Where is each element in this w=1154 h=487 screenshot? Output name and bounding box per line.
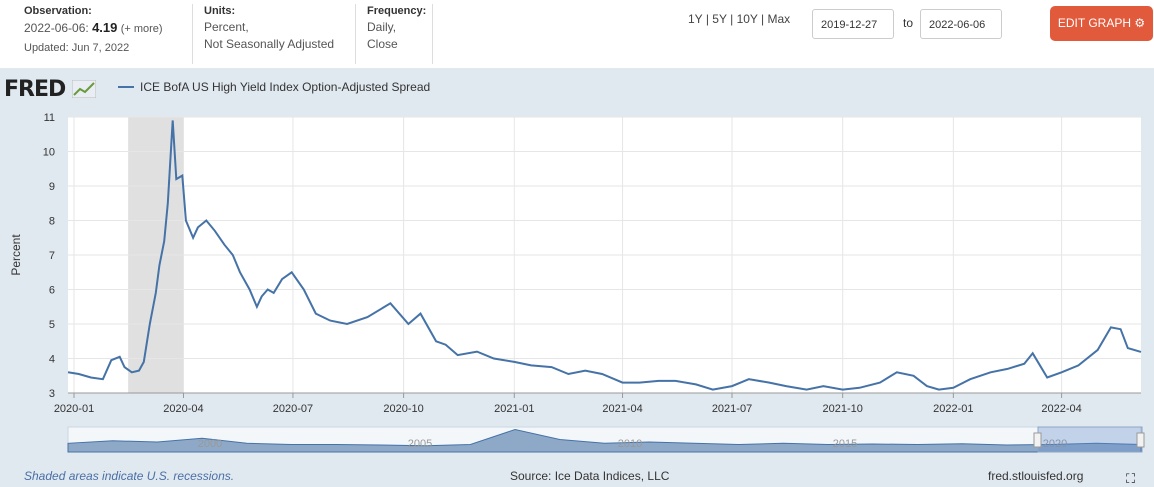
y-axis-label: Percent xyxy=(9,234,23,276)
chart: 3 4 5 6 7 8 9 10 11 2020-01 2020-04 2020-07 2020-10 2… xyxy=(9,112,1145,453)
divider xyxy=(192,4,193,64)
units-line1: Percent, xyxy=(204,20,249,34)
y-tick-label: 6 xyxy=(49,285,55,297)
x-tick-label: 2020-01 xyxy=(54,403,94,415)
navigator-year-label: 2020 xyxy=(1043,438,1067,450)
range-max-link[interactable]: Max xyxy=(767,12,791,26)
navigator-year-label: 2015 xyxy=(833,438,857,450)
navigator-year-label: 2005 xyxy=(408,438,432,450)
y-tick-label: 5 xyxy=(49,319,55,331)
divider xyxy=(355,4,356,64)
observation-more-link[interactable]: (+ more) xyxy=(120,23,163,35)
observation-date: 2022-06-06: xyxy=(24,21,89,35)
edit-graph-label: EDIT GRAPH xyxy=(1057,16,1131,30)
series-line xyxy=(67,120,1142,391)
legend-series-name: ICE BofA US High Yield Index Option-Adju… xyxy=(140,80,431,94)
y-tick-label: 7 xyxy=(49,250,55,262)
start-date-input[interactable]: 2019-12-27 xyxy=(812,9,894,39)
x-tick-label: 2022-01 xyxy=(933,403,973,415)
y-tick-label: 3 xyxy=(49,388,55,400)
y-tick-label: 9 xyxy=(49,181,55,193)
fullscreen-icon[interactable]: ⛶ xyxy=(1126,471,1136,486)
frequency-label: Frequency: xyxy=(367,5,427,17)
frequency-line2: Close xyxy=(367,37,398,51)
y-tick-label: 11 xyxy=(44,112,55,124)
x-tick-label: 2021-10 xyxy=(822,403,862,415)
range-10y-link[interactable]: 10Y xyxy=(736,12,758,26)
navigator-left-handle[interactable] xyxy=(1033,432,1042,448)
navigator-right-handle[interactable] xyxy=(1136,432,1145,448)
updated-date: Updated: Jun 7, 2022 xyxy=(24,42,130,54)
y-tick-label: 10 xyxy=(43,147,55,159)
y-tick-label: 8 xyxy=(49,216,55,228)
observation-block: Observation: 2022-06-06: 4.19 (+ more) U… xyxy=(24,4,163,58)
x-tick-label: 2021-07 xyxy=(712,403,752,415)
units-block: Units: Percent, Not Seasonally Adjusted xyxy=(204,4,334,54)
range-separator: | xyxy=(730,12,734,26)
frequency-block: Frequency: Daily, Close xyxy=(367,4,426,54)
range-selector: 1Y | 5Y | 10Y | Max xyxy=(688,12,790,26)
divider xyxy=(432,4,433,64)
range-1y-link[interactable]: 1Y xyxy=(688,12,703,26)
edit-graph-button[interactable]: EDIT GRAPH ⚙ xyxy=(1050,6,1153,41)
navigator-selection xyxy=(1037,426,1143,453)
x-tick-label: 2021-01 xyxy=(494,403,534,415)
to-label: to xyxy=(903,16,914,30)
units-line2: Not Seasonally Adjusted xyxy=(204,37,335,51)
x-tick-label: 2020-04 xyxy=(163,403,203,415)
gear-icon: ⚙ xyxy=(1134,16,1146,30)
site-link[interactable]: fred.stlouisfed.org xyxy=(988,469,1084,483)
observation-value: 4.19 xyxy=(92,20,118,35)
navigator-year-label: 2010 xyxy=(618,438,642,450)
fred-logo-text: FRED xyxy=(4,77,66,102)
range-separator: | xyxy=(761,12,765,26)
range-5y-link[interactable]: 5Y xyxy=(712,12,727,26)
x-tick-label: 2021-04 xyxy=(602,403,642,415)
recession-note: Shaded areas indicate U.S. recessions. xyxy=(24,469,235,483)
chart-legend: ICE BofA US High Yield Index Option-Adju… xyxy=(118,80,430,94)
observation-label: Observation: xyxy=(24,5,92,17)
navigator-year-label: 2000 xyxy=(198,438,222,450)
top-info-bar: Observation: 2022-06-06: 4.19 (+ more) U… xyxy=(0,0,1154,68)
chart-header: FRED ICE BofA US High Yield Index Option… xyxy=(0,74,1154,102)
navigator-area xyxy=(67,428,1142,453)
units-label: Units: xyxy=(204,5,236,17)
x-tick-label: 2020-07 xyxy=(273,403,313,415)
source-text: Source: Ice Data Indices, LLC xyxy=(510,469,670,483)
x-tick-label: 2022-04 xyxy=(1041,403,1081,415)
y-tick-label: 4 xyxy=(49,354,55,366)
frequency-line1: Daily, xyxy=(367,20,397,34)
trend-icon xyxy=(71,79,97,99)
fred-logo[interactable]: FRED xyxy=(4,77,97,102)
end-date-input[interactable]: 2022-06-06 xyxy=(920,9,1002,39)
x-tick-label: 2020-10 xyxy=(383,403,423,415)
range-separator: | xyxy=(705,12,709,26)
legend-swatch xyxy=(118,86,134,88)
